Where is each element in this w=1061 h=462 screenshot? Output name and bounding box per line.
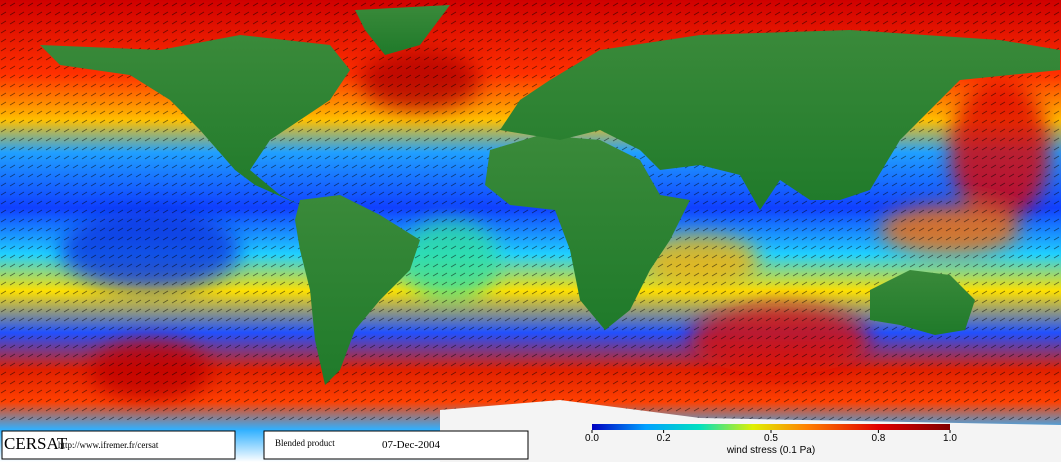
antarctica	[440, 400, 1061, 462]
colorbar-tick-label: 0.8	[871, 433, 885, 444]
colorbar-tick-label: 0.5	[764, 433, 778, 444]
continents	[40, 5, 1060, 385]
colorbar-tick-label: 0.2	[657, 433, 671, 444]
colorbar-tick-label: 0.0	[585, 433, 599, 444]
credit-box	[1, 430, 236, 460]
product: Blended product	[275, 438, 335, 448]
date: 07-Dec-2004	[382, 439, 441, 451]
colorbar-tick-label: 1.0	[943, 433, 957, 444]
colorbar	[592, 424, 950, 430]
url: http://www.ifremer.fr/cersat	[58, 440, 159, 450]
colorbar-label: wind stress (0.1 Pa)	[726, 445, 815, 456]
product-box	[263, 430, 529, 460]
logo: CERSAT	[4, 434, 68, 453]
